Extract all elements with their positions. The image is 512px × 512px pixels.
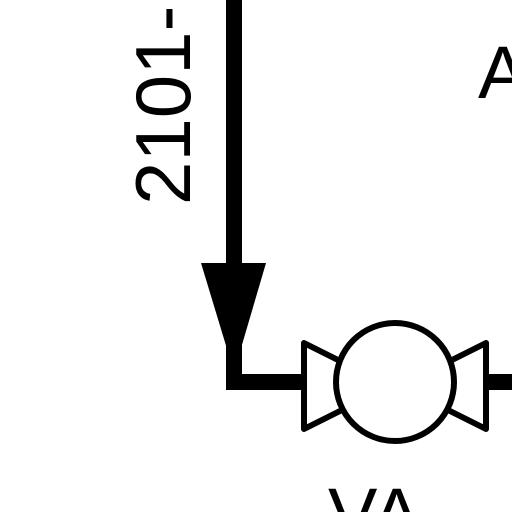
valve-tag-label: VA- — [328, 473, 446, 512]
valve-circle — [333, 320, 457, 444]
line-tag-label: 2101- — [119, 6, 207, 206]
side-label: A — [478, 31, 512, 114]
valve-symbol — [301, 320, 489, 444]
flow-arrowhead — [201, 263, 266, 372]
